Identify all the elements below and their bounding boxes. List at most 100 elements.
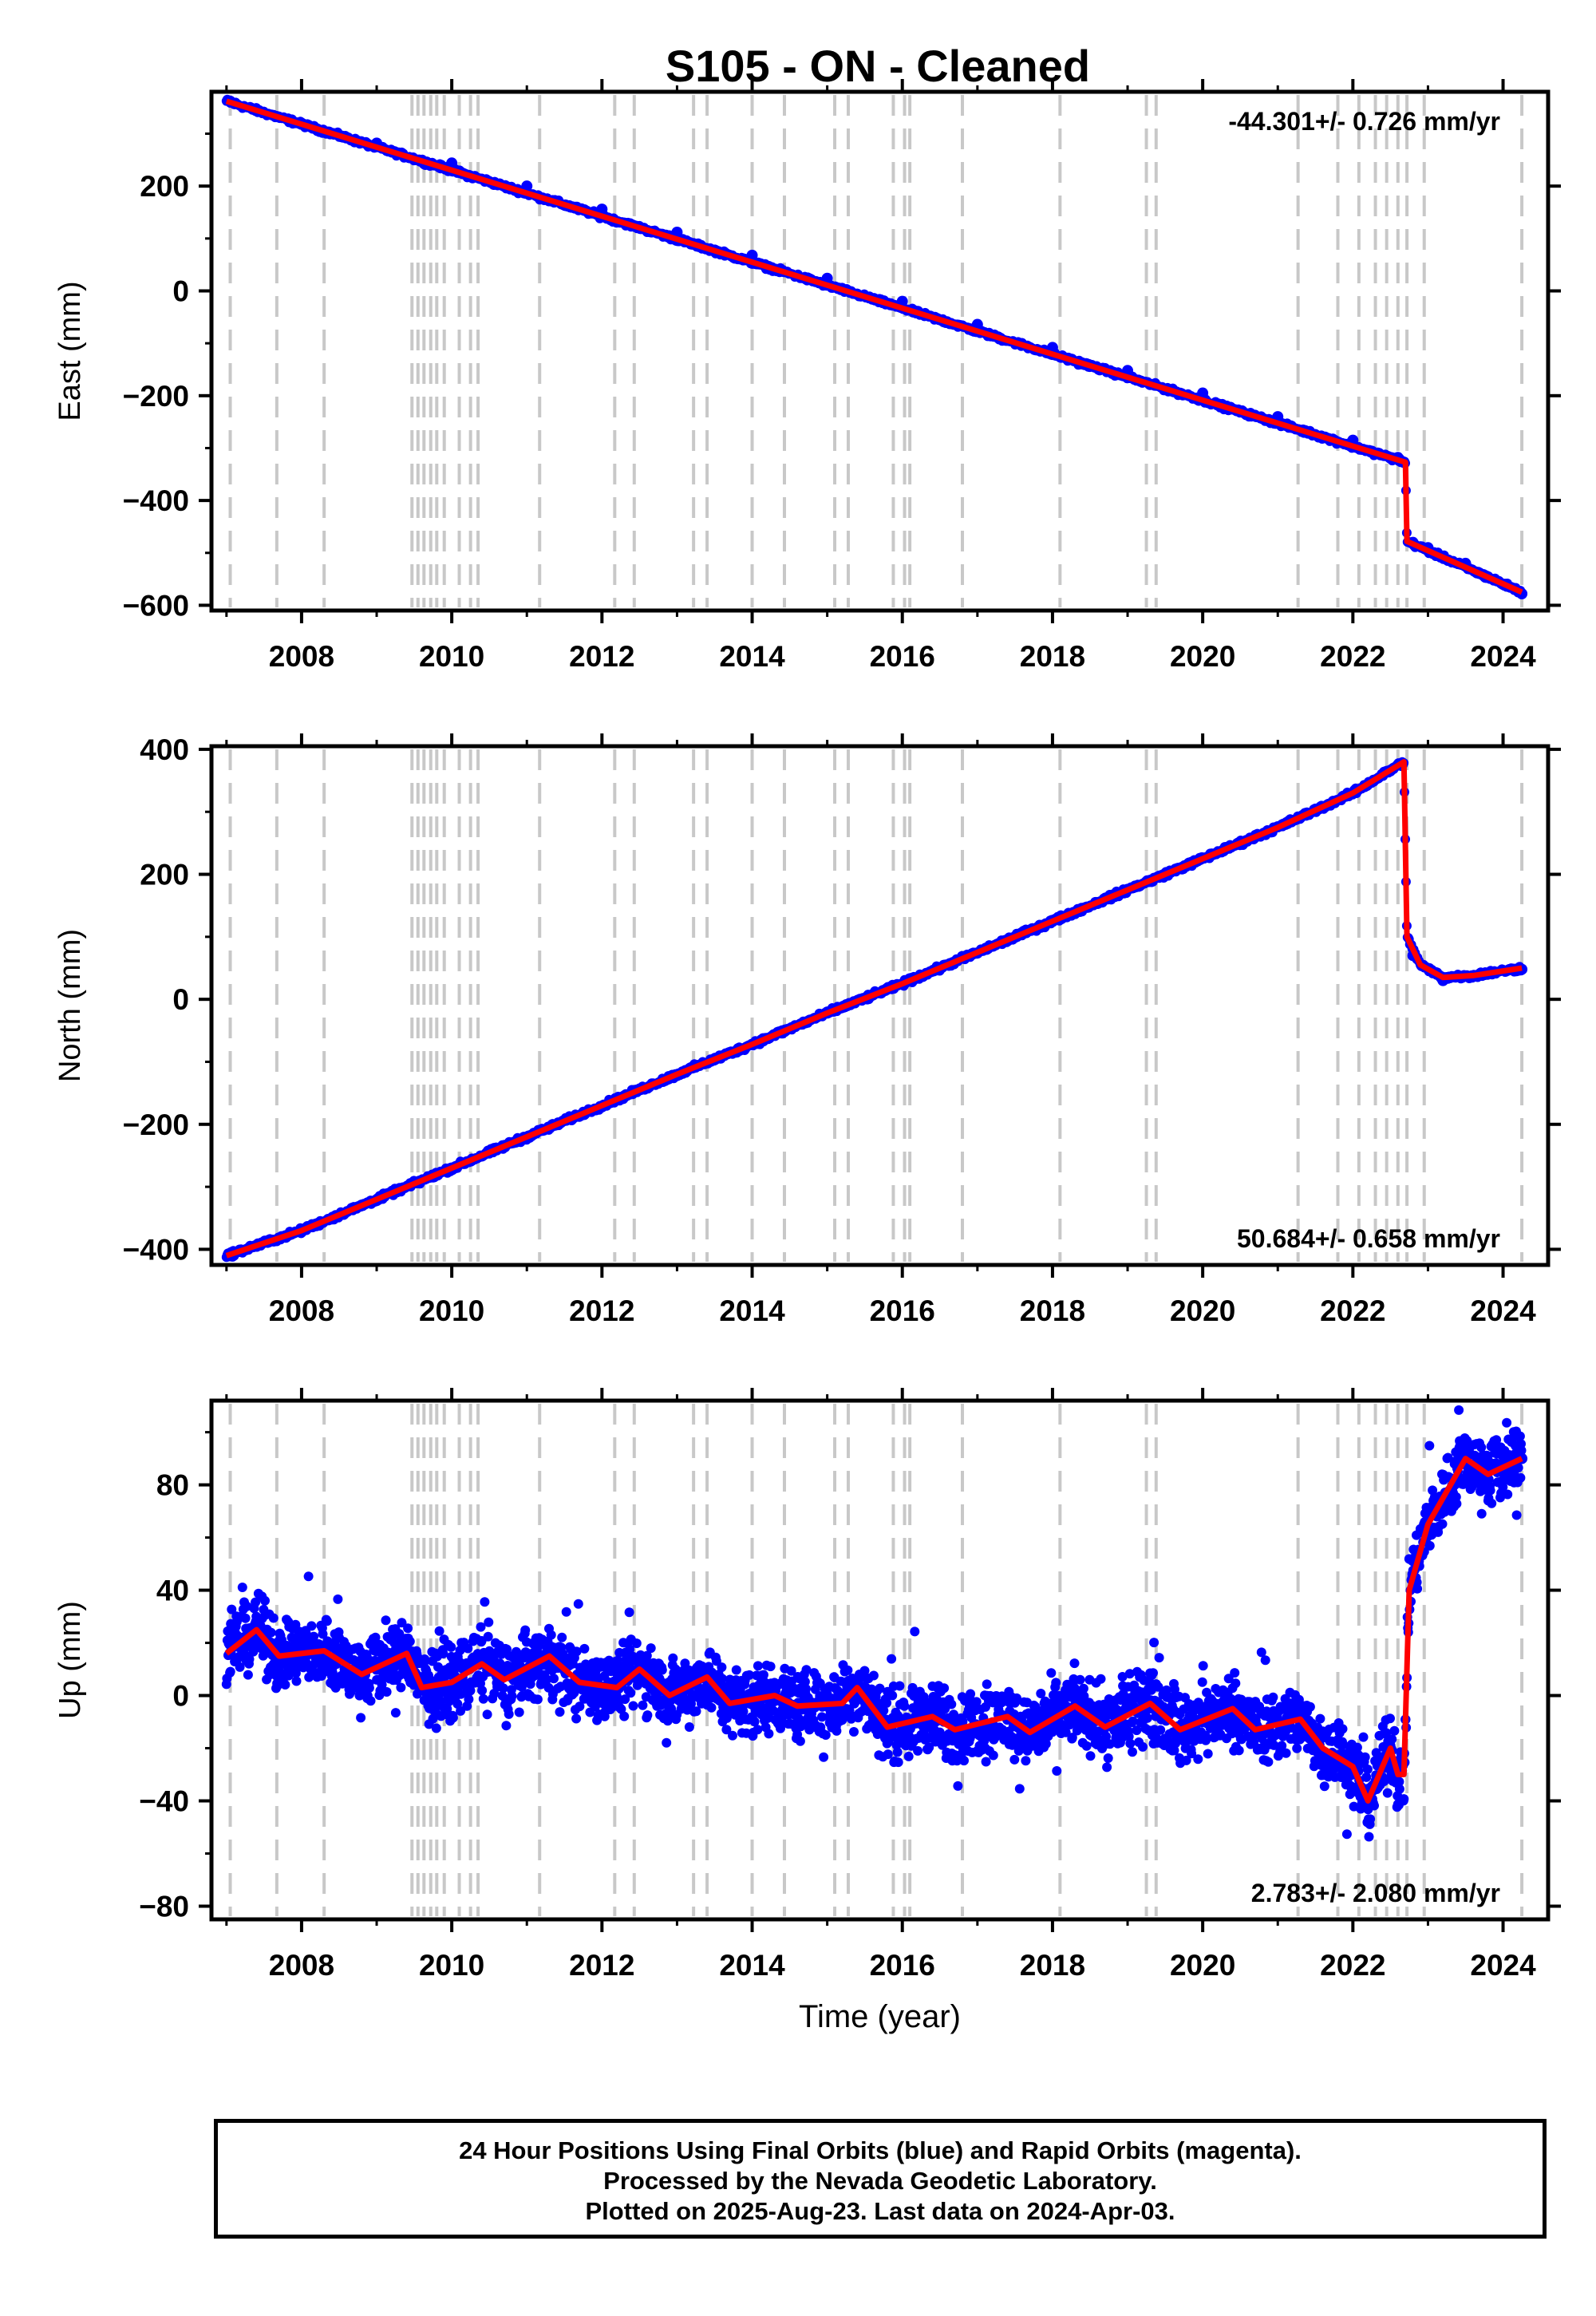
y-tick-label: 200 — [140, 170, 189, 203]
data-point — [225, 1666, 235, 1677]
data-point — [365, 1696, 376, 1706]
data-point — [333, 1594, 343, 1604]
data-point — [764, 1729, 774, 1739]
x-tick-label: 2014 — [719, 640, 785, 673]
data-point — [446, 1642, 456, 1652]
data-point — [706, 1702, 717, 1713]
data-point — [642, 1650, 652, 1661]
x-tick-label: 2012 — [569, 640, 634, 673]
x-tick-label: 2024 — [1470, 1294, 1536, 1327]
model-line — [225, 98, 1523, 595]
data-point — [237, 1583, 247, 1592]
data-point — [240, 1613, 251, 1623]
x-tick-label: 2008 — [269, 1294, 334, 1327]
rate-label: -44.301+/- 0.726 mm/yr — [1228, 107, 1500, 136]
data-point — [403, 1623, 413, 1634]
y-tick-label: −400 — [123, 1233, 189, 1266]
data-point — [521, 180, 533, 192]
data-point — [662, 1737, 672, 1748]
data-point — [498, 1683, 508, 1694]
data-point — [549, 1674, 559, 1684]
data-point — [436, 1696, 446, 1706]
data-point — [684, 1722, 694, 1732]
data-point — [620, 1694, 630, 1705]
data-point — [251, 1597, 261, 1607]
data-point — [728, 1730, 737, 1741]
data-point — [753, 1725, 763, 1735]
x-tick-label: 2016 — [870, 640, 935, 673]
y-tick-label: 200 — [140, 859, 189, 891]
data-point — [642, 1710, 653, 1721]
data-point — [596, 204, 608, 215]
plot-frame — [209, 89, 1551, 613]
data-point — [304, 1672, 314, 1682]
y-tick-label: −400 — [123, 484, 189, 517]
data-point — [631, 1638, 642, 1649]
data-point — [248, 1646, 259, 1657]
data-point — [896, 295, 908, 307]
x-tick-label: 2008 — [269, 640, 334, 673]
data-point — [235, 1662, 245, 1672]
data-point — [280, 1680, 290, 1690]
data-point — [1197, 387, 1209, 399]
data-point — [671, 226, 683, 238]
data-point — [464, 1694, 474, 1705]
x-tick-label: 2010 — [419, 640, 484, 673]
data-point — [318, 1629, 328, 1639]
data-point — [260, 1595, 270, 1606]
data-point — [322, 1616, 332, 1626]
y-axis-label: North (mm) — [53, 929, 87, 1082]
data-point — [446, 157, 458, 169]
data-point — [291, 1676, 302, 1686]
data-point — [463, 1643, 473, 1654]
data-point — [478, 1694, 488, 1704]
data-point — [624, 1607, 634, 1618]
data-point — [520, 1625, 531, 1635]
data-point — [638, 1700, 648, 1710]
data-point — [628, 1701, 638, 1711]
data-point — [244, 1654, 255, 1664]
y-tick-label: 0 — [172, 275, 189, 307]
data-point — [396, 1682, 406, 1693]
data-point — [438, 1649, 448, 1658]
data-point — [758, 1670, 768, 1680]
data-point — [753, 1661, 763, 1671]
data-point — [555, 1707, 565, 1717]
data-point — [431, 1723, 441, 1733]
data-point — [616, 1704, 626, 1714]
data-point — [821, 272, 833, 284]
data-point — [227, 1604, 237, 1614]
x-tick-label: 2012 — [569, 1294, 634, 1327]
data-point — [561, 1607, 571, 1617]
data-point — [746, 249, 758, 261]
data-point — [381, 1687, 392, 1697]
data-point — [364, 1683, 374, 1693]
data-point — [971, 318, 983, 330]
data-point — [268, 1613, 279, 1623]
data-point — [626, 1688, 636, 1698]
data-point — [646, 1643, 656, 1654]
data-point — [266, 1627, 276, 1638]
data-point — [557, 1632, 567, 1642]
data-point — [717, 1662, 727, 1673]
data-point — [397, 1618, 407, 1628]
data-point — [657, 1665, 667, 1675]
data-point — [507, 1691, 517, 1701]
data-point — [442, 1704, 452, 1714]
rate-label: 50.684+/- 0.658 mm/yr — [1237, 1224, 1500, 1253]
data-point — [571, 1713, 582, 1724]
x-tick-label: 2018 — [1020, 640, 1085, 673]
data-point — [290, 1619, 301, 1630]
data-point — [480, 1597, 490, 1607]
data-point — [243, 1670, 253, 1680]
data-point — [390, 1708, 401, 1718]
data-point — [632, 1680, 642, 1690]
x-tick-label: 2014 — [719, 1294, 785, 1327]
data-point — [290, 1668, 301, 1678]
data-point — [571, 1646, 582, 1657]
data-point — [420, 1656, 430, 1666]
data-point — [575, 1701, 585, 1712]
data-point — [546, 1630, 556, 1640]
data-point — [370, 1632, 381, 1642]
